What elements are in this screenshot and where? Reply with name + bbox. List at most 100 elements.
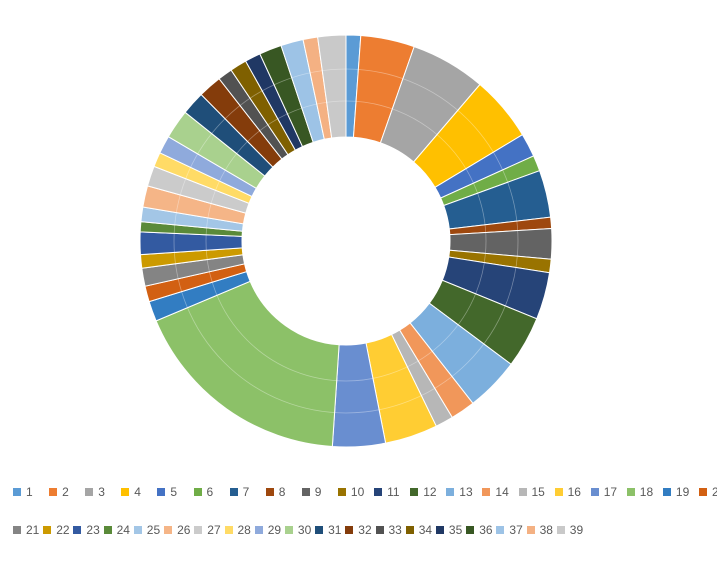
legend-swatch-9 bbox=[301, 488, 310, 496]
legend-item-4: 4 bbox=[121, 482, 141, 502]
legend-item-26: 26 bbox=[164, 520, 190, 540]
legend-item-37: 37 bbox=[496, 520, 523, 540]
legend-label-26: 26 bbox=[177, 523, 191, 537]
legend-swatch-4 bbox=[121, 488, 130, 496]
legend-swatch-24 bbox=[103, 526, 112, 534]
legend-label-35: 35 bbox=[448, 523, 463, 537]
legend-swatch-19 bbox=[662, 488, 671, 496]
legend-swatch-18 bbox=[626, 488, 635, 496]
legend-item-11: 11 bbox=[374, 482, 400, 502]
legend-swatch-31 bbox=[315, 526, 324, 534]
legend-swatch-12 bbox=[410, 488, 419, 496]
slice-18 bbox=[155, 280, 340, 448]
legend-item-29: 29 bbox=[254, 520, 282, 540]
legend-item-35: 35 bbox=[435, 520, 463, 540]
legend-swatch-17 bbox=[590, 488, 599, 496]
legend-label-23: 23 bbox=[86, 523, 100, 537]
legend-label-32: 32 bbox=[358, 523, 372, 537]
legend-label-9: 9 bbox=[314, 485, 322, 499]
legend-label-29: 29 bbox=[267, 523, 282, 537]
legend-item-8: 8 bbox=[265, 482, 286, 502]
legend-label-11: 11 bbox=[387, 485, 400, 499]
legend-item-15: 15 bbox=[518, 482, 545, 502]
legend-item-3: 3 bbox=[85, 482, 105, 502]
legend-swatch-32 bbox=[345, 526, 354, 534]
legend-swatch-11 bbox=[374, 488, 383, 496]
legend-swatch-39 bbox=[556, 526, 565, 534]
legend-item-33: 33 bbox=[375, 520, 402, 540]
legend-label-10: 10 bbox=[350, 485, 365, 499]
legend-item-38: 38 bbox=[526, 520, 553, 540]
grid-ring-1 bbox=[205, 100, 487, 382]
legend-label-12: 12 bbox=[423, 485, 437, 499]
legend-label-22: 22 bbox=[56, 523, 70, 537]
legend-item-24: 24 bbox=[103, 520, 130, 540]
legend-item-20: 20 bbox=[699, 482, 717, 502]
legend-label-5: 5 bbox=[170, 485, 178, 499]
legend-swatch-29 bbox=[254, 526, 263, 534]
legend-item-23: 23 bbox=[73, 520, 100, 540]
legend-swatch-13 bbox=[446, 488, 455, 496]
legend-item-21: 21 bbox=[13, 520, 39, 540]
legend-swatch-30 bbox=[284, 526, 293, 534]
legend-label-1: 1 bbox=[26, 485, 33, 499]
legend-label-28: 28 bbox=[237, 523, 251, 537]
legend-swatch-20 bbox=[699, 488, 707, 496]
legend-swatch-5 bbox=[157, 488, 166, 496]
donut-slices bbox=[139, 34, 553, 448]
legend-label-20: 20 bbox=[712, 485, 717, 499]
legend-item-6: 6 bbox=[193, 482, 214, 502]
legend-item-7: 7 bbox=[229, 482, 250, 502]
legend-item-12: 12 bbox=[410, 482, 437, 502]
legend-item-14: 14 bbox=[482, 482, 509, 502]
legend-label-7: 7 bbox=[242, 485, 250, 499]
legend-label-19: 19 bbox=[675, 485, 690, 499]
legend-swatch-16 bbox=[554, 488, 563, 496]
legend-swatch-22 bbox=[43, 526, 52, 534]
legend-swatch-7 bbox=[229, 488, 238, 496]
legend-label-13: 13 bbox=[459, 485, 473, 499]
legend-item-1: 1 bbox=[13, 482, 33, 502]
legend-swatch-21 bbox=[13, 526, 21, 534]
legend-item-25: 25 bbox=[133, 520, 161, 540]
legend-item-17: 17 bbox=[590, 482, 618, 502]
legend-swatch-36 bbox=[466, 526, 475, 534]
legend-item-19: 19 bbox=[662, 482, 690, 502]
legend-label-17: 17 bbox=[603, 485, 618, 499]
slice-39 bbox=[317, 34, 347, 139]
legend-label-18: 18 bbox=[639, 485, 654, 499]
legend-item-2: 2 bbox=[49, 482, 69, 502]
legend-item-5: 5 bbox=[157, 482, 177, 502]
legend-label-14: 14 bbox=[495, 485, 509, 499]
legend-swatch-2 bbox=[49, 488, 58, 496]
legend-label-4: 4 bbox=[134, 485, 141, 499]
legend-label-27: 27 bbox=[207, 523, 221, 537]
legend-item-28: 28 bbox=[224, 520, 251, 540]
legend-item-36: 36 bbox=[466, 520, 493, 540]
legend-swatch-38 bbox=[526, 526, 535, 534]
legend-swatch-27 bbox=[194, 526, 203, 534]
legend-item-9: 9 bbox=[301, 482, 322, 502]
legend-label-8: 8 bbox=[278, 485, 286, 499]
legend-swatch-3 bbox=[85, 488, 94, 496]
legend-swatch-28 bbox=[224, 526, 233, 534]
legend-item-39: 39 bbox=[556, 520, 583, 540]
legend-swatch-6 bbox=[193, 488, 202, 496]
legend-label-6: 6 bbox=[206, 485, 214, 499]
legend-item-10: 10 bbox=[337, 482, 365, 502]
legend-label-16: 16 bbox=[567, 485, 581, 499]
legend-swatch-33 bbox=[375, 526, 384, 534]
legend-label-38: 38 bbox=[539, 523, 553, 537]
legend-item-13: 13 bbox=[446, 482, 473, 502]
legend-swatch-8 bbox=[265, 488, 274, 496]
legend-label-25: 25 bbox=[146, 523, 161, 537]
legend-label-21: 21 bbox=[26, 523, 40, 537]
legend-label-2: 2 bbox=[62, 485, 69, 499]
legend-label-30: 30 bbox=[297, 523, 312, 537]
legend-item-31: 31 bbox=[315, 520, 341, 540]
legend-label-36: 36 bbox=[479, 523, 493, 537]
legend-label-3: 3 bbox=[98, 485, 105, 499]
legend-swatch-15 bbox=[518, 488, 527, 496]
legend-swatch-26 bbox=[164, 526, 173, 534]
